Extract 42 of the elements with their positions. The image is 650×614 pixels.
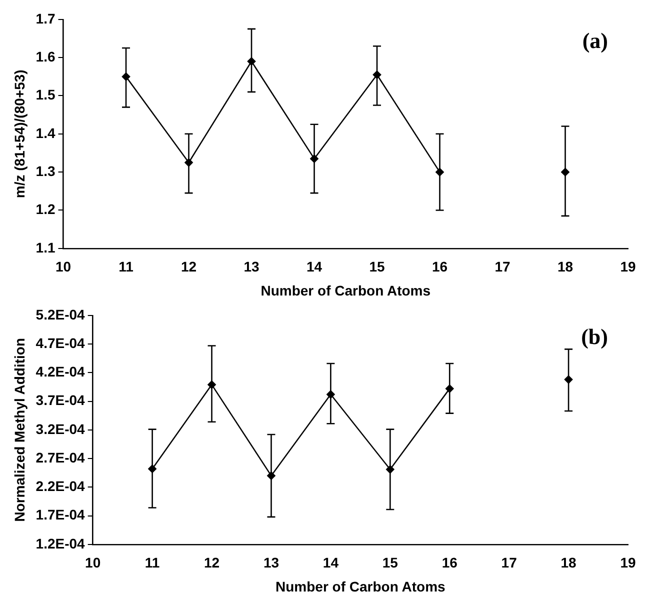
x-tick-label: 10: [85, 554, 101, 571]
x-tick-label: 13: [244, 258, 260, 275]
x-tick-label: 17: [494, 258, 510, 275]
y-tick-label: 1.1: [36, 239, 56, 256]
y-axis-title: Normalized Methyl Addition: [11, 338, 28, 522]
y-tick-label: 1.6: [36, 48, 56, 64]
y-tick-label: 1.7: [36, 10, 56, 26]
y-tick-label: 4.2E-04: [36, 364, 86, 380]
x-tick-label: 14: [322, 554, 339, 571]
x-tick-label: 16: [432, 258, 448, 275]
x-tick-label: 14: [306, 258, 322, 275]
x-tick-label: 18: [560, 554, 577, 571]
x-tick-label: 12: [180, 258, 197, 275]
y-tick-label: 1.5: [36, 86, 56, 103]
x-tick-label: 15: [369, 258, 385, 275]
x-tick-label: 12: [204, 554, 220, 571]
x-axis-title: Number of Carbon Atoms: [276, 578, 446, 594]
y-tick-label: 5.2E-04: [36, 306, 86, 322]
y-tick-label: 1.2E-04: [36, 535, 86, 552]
x-tick-label: 11: [118, 258, 134, 275]
annotation: (b): [581, 324, 608, 350]
y-tick-label: 1.7E-04: [36, 506, 86, 523]
y-tick-label: 4.7E-04: [36, 334, 86, 351]
y-tick-label: 2.2E-04: [36, 478, 86, 494]
x-tick-label: 10: [55, 258, 72, 275]
x-tick-label: 18: [557, 258, 574, 275]
y-tick-label: 1.2: [36, 201, 56, 218]
x-axis-title: Number of Carbon Atoms: [260, 282, 431, 298]
x-tick-label: 13: [263, 554, 280, 571]
y-axis-title: m/z (81+54)/(80+53): [11, 70, 28, 198]
x-tick-label: 19: [620, 258, 636, 275]
y-tick-label: 1.4: [36, 124, 56, 141]
x-tick-label: 16: [442, 554, 458, 571]
y-tick-label: 1.3: [36, 162, 56, 179]
x-tick-label: 19: [620, 554, 636, 571]
x-tick-label: 15: [382, 554, 398, 571]
annotation: (a): [582, 28, 608, 54]
x-tick-label: 11: [144, 554, 160, 571]
x-tick-label: 17: [501, 554, 518, 571]
y-tick-label: 3.7E-04: [36, 392, 86, 408]
y-tick-label: 3.2E-04: [36, 420, 86, 437]
y-tick-label: 2.7E-04: [36, 449, 86, 466]
